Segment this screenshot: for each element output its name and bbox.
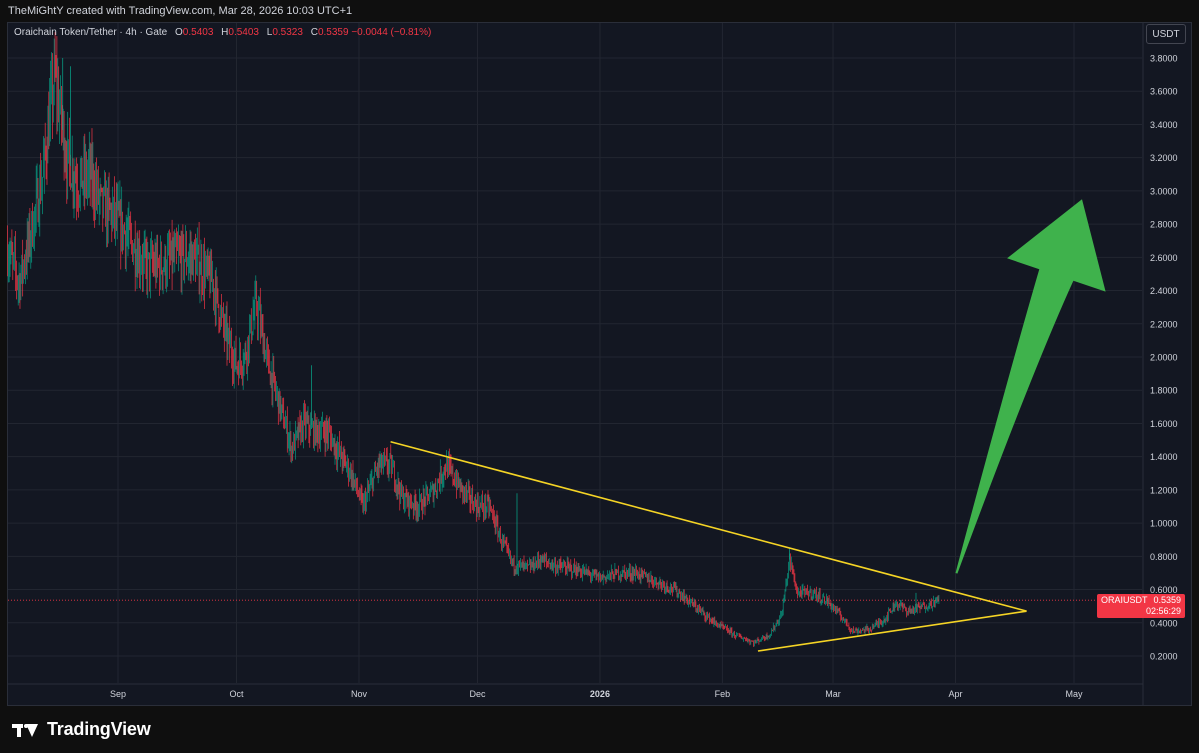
x-tick-label: May (1065, 689, 1083, 699)
y-tick-label: 0.8000 (1150, 552, 1178, 562)
y-tick-label: 2.0000 (1150, 353, 1178, 363)
tradingview-brand: TradingView (47, 719, 151, 739)
price-tag-price: 0.5359 (1153, 595, 1182, 605)
y-tick-label: 3.0000 (1150, 186, 1178, 196)
tradingview-logo[interactable]: TradingView (12, 719, 151, 740)
y-tick-label: 0.4000 (1150, 618, 1178, 628)
y-tick-label: 2.4000 (1150, 286, 1178, 296)
y-tick-label: 1.8000 (1150, 386, 1178, 396)
open-label: O (175, 27, 183, 38)
high-label: H (221, 27, 229, 38)
x-tick-label: Sep (110, 689, 126, 699)
triangle-trendline (390, 440, 1027, 612)
attribution-text: TheMiGhtY created with TradingView.com, … (8, 5, 353, 17)
y-tick-label: 3.2000 (1150, 153, 1178, 163)
y-tick-label: 1.0000 (1150, 519, 1178, 529)
open-value: 0.5403 (182, 27, 214, 38)
plot-background (8, 23, 1142, 683)
low-value: 0.5323 (272, 27, 303, 38)
close-label: C (310, 27, 318, 38)
x-tick-label: Oct (230, 689, 245, 699)
y-tick-label: 0.6000 (1150, 585, 1178, 595)
attribution-bar: TheMiGhtY created with TradingView.com, … (0, 0, 1199, 22)
tradingview-logo-icon (12, 722, 40, 738)
x-tick-label: Mar (825, 689, 841, 699)
price-axis-background (1143, 23, 1191, 683)
last-price-tag: ORAIUSDT 0.5359 02:56:29 (1097, 594, 1186, 618)
y-tick-label: 2.2000 (1150, 319, 1178, 329)
currency-button[interactable]: USDT (1146, 24, 1186, 44)
low-label: L (266, 27, 273, 38)
y-tick-label: 1.6000 (1150, 419, 1178, 429)
y-tick-label: 2.6000 (1150, 253, 1178, 263)
y-tick-label: 1.2000 (1150, 485, 1178, 495)
x-tick-label: Dec (469, 689, 486, 699)
y-tick-label: 3.8000 (1150, 54, 1178, 64)
bullish-arrow-icon (955, 199, 1106, 574)
y-tick-label: 3.4000 (1150, 120, 1178, 130)
price-tag-countdown: 02:56:29 (1146, 606, 1182, 616)
y-tick-label: 2.8000 (1150, 220, 1178, 230)
y-tick-label: 1.4000 (1150, 452, 1178, 462)
high-value: 0.5403 (228, 27, 259, 38)
x-tick-label: Apr (948, 689, 962, 699)
x-tick-label: 2026 (590, 689, 610, 699)
symbol-name[interactable]: Oraichain Token/Tether · 4h · Gate (14, 27, 168, 38)
candles (7, 32, 940, 647)
x-tick-label: Nov (351, 689, 368, 699)
triangle-trendline (757, 610, 1027, 652)
symbol-legend: Oraichain Token/Tether · 4h · Gate O0.54… (14, 27, 431, 38)
close-value: 0.5359 (317, 27, 349, 38)
price-tag-symbol: ORAIUSDT (1101, 595, 1148, 605)
change-value: −0.0044 (−0.81%) (351, 27, 432, 38)
footer: TradingView (0, 706, 1199, 753)
x-tick-label: Feb (715, 689, 731, 699)
y-tick-label: 3.6000 (1150, 87, 1178, 97)
y-tick-label: 0.2000 (1150, 652, 1178, 662)
